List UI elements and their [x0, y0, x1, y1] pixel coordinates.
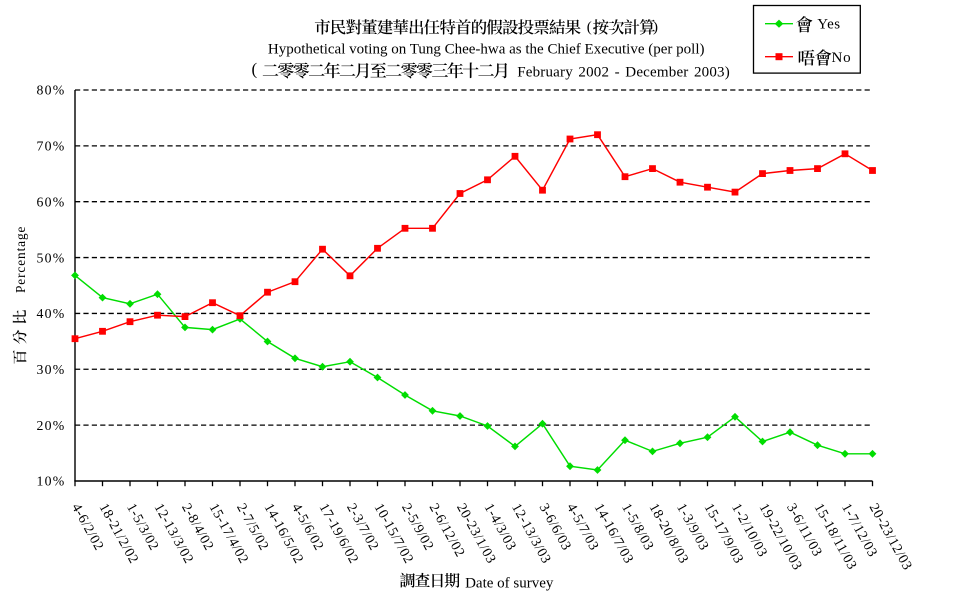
- svg-text:February 2002 - December 2003): February 2002 - December 2003): [517, 65, 730, 81]
- svg-text:10%: 10%: [37, 474, 66, 489]
- svg-text:Hypothetical voting on Tung Ch: Hypothetical voting on Tung Chee-hwa as …: [268, 42, 705, 58]
- svg-text:(: (: [587, 19, 592, 35]
- svg-text:): ): [653, 19, 658, 35]
- svg-text:Yes: Yes: [817, 17, 840, 33]
- svg-text:No: No: [832, 50, 852, 66]
- svg-text:70%: 70%: [37, 139, 66, 154]
- svg-text:60%: 60%: [37, 194, 66, 209]
- svg-text:20%: 20%: [37, 418, 66, 433]
- svg-text:80%: 80%: [37, 83, 66, 98]
- svg-text:30%: 30%: [37, 362, 66, 377]
- svg-text:Date of survey: Date of survey: [465, 576, 554, 592]
- svg-text:50%: 50%: [37, 250, 66, 265]
- svg-text:40%: 40%: [37, 306, 66, 321]
- svg-text:Percentage: Percentage: [13, 226, 28, 293]
- svg-text:(: (: [252, 60, 258, 79]
